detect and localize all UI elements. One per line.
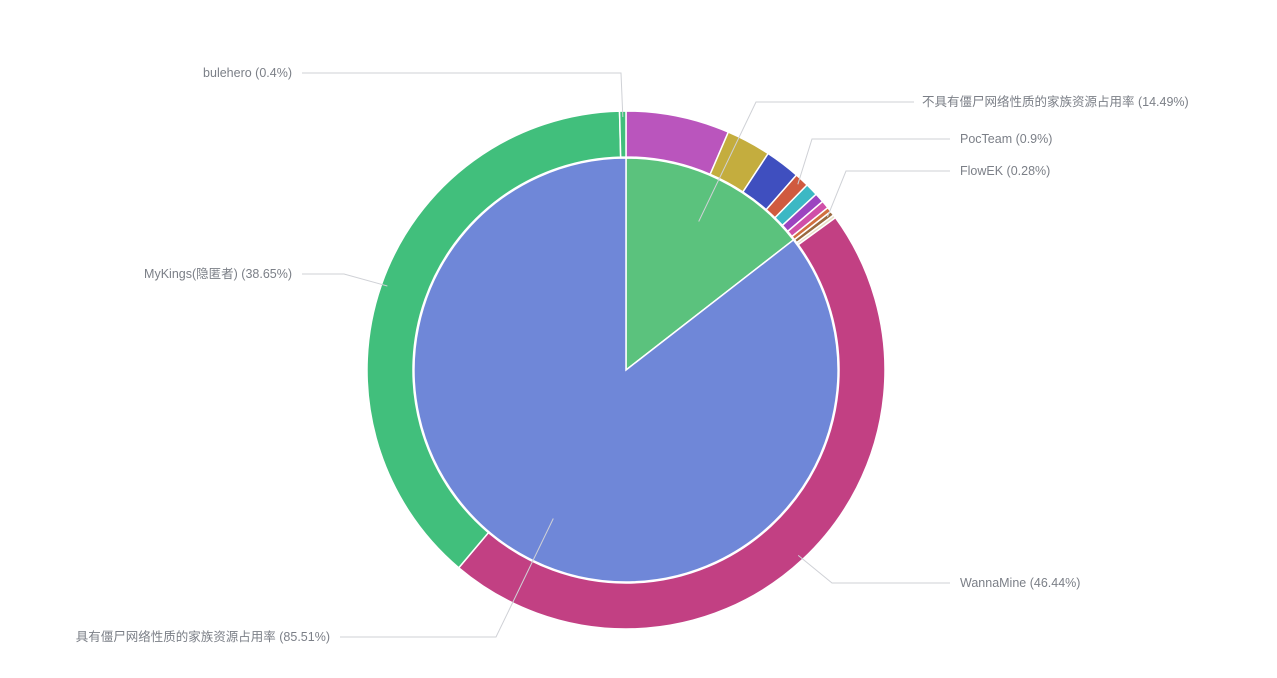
leader-lines bbox=[302, 72, 950, 638]
leader-line-flowek bbox=[826, 170, 950, 218]
slice-label-flowek: FlowEK (0.28%) bbox=[960, 164, 1050, 178]
slice-label-mykings: MyKings(隐匿者) (38.65%) bbox=[144, 267, 292, 281]
slice-label-series: 不具有僵尸网络性质的家族资源占用率 (14.49%) bbox=[922, 94, 1189, 109]
leader-line-mykings bbox=[302, 273, 388, 287]
leader-line-series bbox=[340, 518, 554, 638]
outer-slice-wannamine[interactable] bbox=[457, 216, 886, 630]
outer-ring bbox=[366, 110, 886, 630]
inner-pie bbox=[413, 157, 839, 583]
leader-line-series bbox=[698, 101, 914, 222]
leader-line-pocteam bbox=[797, 138, 950, 185]
slice-labels: 不具有僵尸网络性质的家族资源占用率 (14.49%) 具有僵尸网络性质的家族资源占… bbox=[76, 66, 1189, 644]
leader-line-bulehero bbox=[302, 72, 624, 118]
leader-line-wannamine bbox=[797, 554, 950, 584]
outer-slice-bulehero[interactable] bbox=[618, 110, 627, 158]
slice-label-pocteam: PocTeam (0.9%) bbox=[960, 132, 1052, 146]
slice-label-wannamine: WannaMine (46.44%) bbox=[960, 576, 1080, 590]
slice-label-series: 具有僵尸网络性质的家族资源占用率 (85.51%) bbox=[76, 629, 330, 644]
slice-label-bulehero: bulehero (0.4%) bbox=[203, 66, 292, 80]
